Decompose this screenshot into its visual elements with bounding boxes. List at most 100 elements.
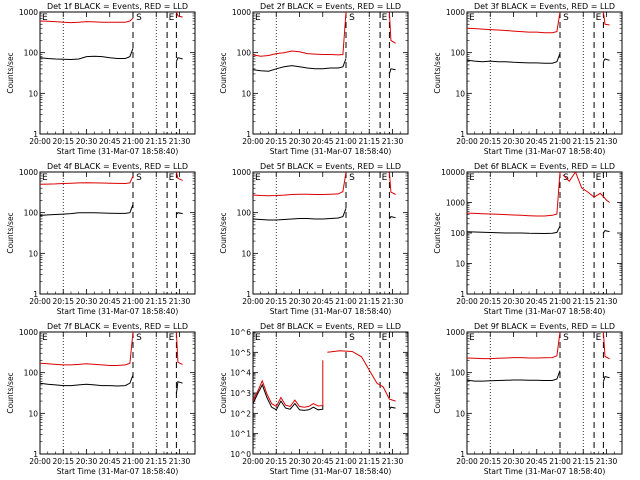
lld-series-line	[467, 332, 561, 360]
interval-marker-label: S	[136, 173, 142, 183]
x-tick-label: 21:15	[358, 457, 380, 466]
interval-marker-label: E	[596, 333, 602, 343]
data-layer	[253, 12, 396, 75]
x-tick-label: 20:45	[526, 297, 548, 306]
x-tick-label: 21:30	[382, 457, 404, 466]
x-tick-label: 20:15	[479, 457, 501, 466]
y-tick-label: 1	[460, 130, 465, 139]
x-tick-label: 21:30	[596, 457, 618, 466]
interval-marker-label: E	[382, 173, 388, 183]
x-tick-label: 20:15	[52, 457, 74, 466]
events-series-line	[467, 225, 561, 235]
lld-post-segment	[327, 350, 396, 402]
lld-post-segment	[388, 172, 396, 195]
x-tick-label: 20:00	[456, 457, 478, 466]
x-axis-label: Start Time (31-Mar-07 18:58:40)	[57, 467, 179, 476]
x-tick-label: 20:00	[456, 137, 478, 146]
x-tick-label: 21:30	[169, 137, 191, 146]
y-tick-label: 10^2	[230, 409, 251, 418]
y-tick-label: 10^1	[230, 430, 251, 439]
lld-series-line	[467, 12, 561, 34]
x-axis-label: Start Time (31-Mar-07 18:58:40)	[270, 147, 392, 156]
x-tick-label: 21:30	[596, 297, 618, 306]
y-tick-label: 100	[451, 49, 466, 58]
y-tick-label: 10	[241, 249, 251, 258]
x-tick-label: 20:45	[312, 457, 334, 466]
y-tick-label: 100	[451, 229, 466, 238]
data-layer	[40, 332, 183, 394]
x-tick-label: 20:45	[99, 297, 121, 306]
x-tick-label: 21:30	[596, 137, 618, 146]
y-axis-label: Counts/sec	[219, 52, 228, 93]
y-tick-label: 1000	[232, 8, 251, 17]
lld-post-segment	[562, 172, 610, 203]
y-tick-label: 10^3	[230, 389, 251, 398]
x-tick-label: 20:30	[289, 297, 311, 306]
y-tick-label: 100	[24, 369, 39, 378]
interval-marker-label: E	[169, 13, 175, 23]
y-tick-label: 1000	[446, 328, 465, 337]
lld-series-line	[40, 17, 134, 24]
panel-8: Det 8f BLACK = Events, RED = LLD 10^0 10^1…	[219, 322, 409, 476]
lld-series-line	[253, 172, 347, 197]
panel-2: Det 2f BLACK = Events, RED = LLD 1 10 100 10…	[219, 2, 409, 156]
interval-marker-label: E	[596, 173, 602, 183]
interval-marker-label: E	[169, 333, 175, 343]
x-tick-label: 21:00	[549, 457, 571, 466]
data-layer	[253, 172, 396, 221]
y-axis-label: Counts/sec	[219, 212, 228, 253]
events-post-segment	[388, 68, 396, 75]
panel-3: Det 3f BLACK = Events, RED = LLD 1 10 100 10…	[433, 2, 623, 156]
data-layer	[253, 350, 396, 411]
x-tick-label: 20:30	[503, 137, 525, 146]
x-tick-label: 20:00	[242, 297, 264, 306]
x-tick-label: 20:45	[526, 457, 548, 466]
start-marker-label: E	[255, 333, 261, 343]
start-marker-label: E	[469, 13, 475, 23]
lld-series-line	[467, 172, 561, 217]
x-axis-label: Start Time (31-Mar-07 18:58:40)	[270, 307, 392, 316]
x-tick-label: 21:00	[122, 457, 144, 466]
y-tick-label: 1	[460, 450, 465, 459]
y-tick-label: 1	[33, 130, 38, 139]
x-tick-label: 20:45	[312, 297, 334, 306]
lld-post-segment	[602, 12, 610, 26]
events-series-line	[40, 48, 134, 61]
events-post-segment	[602, 376, 610, 382]
lld-post-segment	[602, 332, 610, 360]
events-series-line	[467, 53, 561, 64]
panel-6: Det 6f BLACK = Events, RED = LLD 1 10 100 10…	[433, 162, 623, 316]
y-tick-label: 10	[241, 89, 251, 98]
y-tick-label: 10^0	[230, 450, 251, 459]
x-tick-label: 21:15	[358, 297, 380, 306]
x-tick-label: 20:30	[289, 137, 311, 146]
x-tick-label: 20:15	[265, 297, 287, 306]
x-tick-label: 21:15	[145, 297, 167, 306]
x-tick-label: 21:15	[572, 457, 594, 466]
y-tick-label: 1000	[19, 8, 38, 17]
x-tick-label: 21:00	[122, 297, 144, 306]
x-tick-label: 21:30	[382, 297, 404, 306]
data-layer	[40, 172, 183, 216]
x-tick-label: 20:00	[29, 457, 51, 466]
y-axis-label: Counts/sec	[433, 372, 442, 413]
interval-marker-label: S	[349, 173, 355, 183]
x-tick-label: 21:00	[335, 297, 357, 306]
x-tick-label: 21:15	[572, 137, 594, 146]
interval-marker-label: S	[349, 13, 355, 23]
y-axis-label: Counts/sec	[6, 52, 15, 93]
x-tick-label: 20:00	[242, 137, 264, 146]
x-tick-label: 20:30	[76, 137, 98, 146]
start-marker-label: E	[255, 13, 261, 23]
y-tick-label: 10^4	[230, 369, 251, 378]
y-tick-label: 10	[455, 409, 465, 418]
panel-title: Det 9f BLACK = Events, RED = LLD	[474, 322, 615, 331]
interval-marker-label: E	[596, 13, 602, 23]
start-marker-label: E	[42, 333, 48, 343]
y-tick-label: 1000	[232, 168, 251, 177]
panel-9: Det 9f BLACK = Events, RED = LLD 1 10 100 10…	[433, 322, 623, 476]
y-tick-label: 10000	[441, 168, 465, 177]
x-tick-label: 21:15	[572, 297, 594, 306]
x-tick-label: 20:00	[29, 137, 51, 146]
y-tick-label: 1	[33, 450, 38, 459]
